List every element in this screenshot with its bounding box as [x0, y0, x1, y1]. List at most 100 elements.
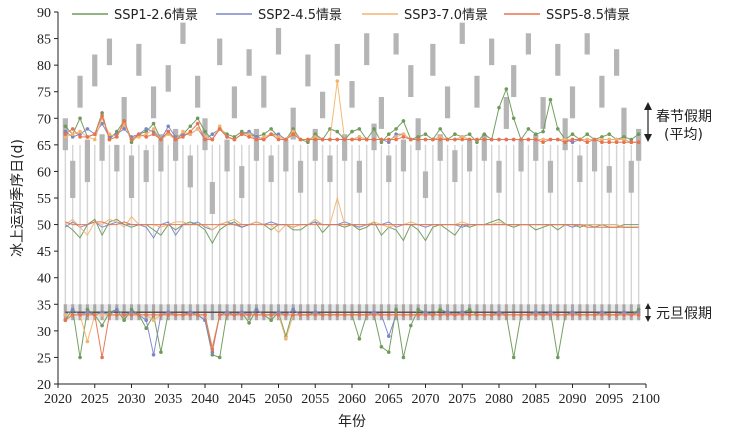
spring-festival-bar [114, 144, 120, 172]
spring-festival-bar [239, 166, 245, 198]
spring-festival-bar [202, 118, 208, 151]
spring-festival-bar [422, 171, 429, 198]
series-point [438, 135, 443, 139]
series-point [423, 313, 428, 317]
y-tick-label: 80 [37, 59, 51, 74]
series-point [166, 124, 171, 129]
series-point [556, 313, 560, 317]
spring-festival-bar [599, 75, 605, 108]
series-point [78, 355, 82, 360]
series-point [100, 323, 104, 328]
series-point [239, 313, 244, 317]
series-point [526, 313, 531, 317]
series-point [416, 135, 420, 139]
spring-festival-bar [217, 38, 223, 66]
series-point [570, 313, 575, 317]
series-point [548, 310, 553, 315]
series-point [350, 129, 354, 134]
y-tick-label: 55 [37, 192, 51, 207]
series-point [438, 307, 443, 312]
series-point [217, 355, 222, 360]
axes [54, 11, 647, 388]
x-tick-label: 2050 [265, 392, 293, 407]
series-point [269, 313, 273, 317]
series-point [129, 140, 134, 144]
series-point [379, 345, 384, 349]
series-point [423, 310, 428, 315]
series-point [254, 135, 259, 139]
spring-festival-bar [569, 86, 576, 119]
series-point [151, 318, 156, 323]
y-tick-label: 50 [37, 219, 51, 234]
series-point [460, 310, 465, 315]
series-point [467, 132, 472, 137]
series-point [166, 310, 171, 315]
series-point [629, 313, 634, 317]
y-tick-label: 70 [37, 112, 51, 127]
spring-festival-bar [364, 33, 370, 66]
series-point [291, 307, 296, 312]
series-point [438, 313, 443, 317]
series-point [262, 313, 266, 317]
legend-label: SSP3-7.0情景 [404, 8, 488, 23]
series-point [129, 307, 134, 312]
spring-festival-bar [261, 75, 267, 108]
series-point [276, 135, 281, 139]
series-point [386, 334, 391, 338]
series-point [137, 135, 141, 139]
series-point [181, 135, 185, 139]
spring-festival-bar [327, 155, 333, 183]
series-point [122, 127, 126, 131]
spring-festival-bar [121, 97, 127, 129]
spring-festival-bar [356, 160, 362, 193]
series-point [497, 310, 501, 315]
x-axis-title: 年份 [338, 414, 366, 430]
x-tick-label: 2100 [632, 392, 660, 407]
spring-festival-bar [636, 128, 642, 161]
series-point [63, 132, 68, 137]
spring-festival-bar [128, 155, 135, 198]
spring-festival-bar [334, 43, 340, 76]
series-point [144, 318, 148, 323]
series-point [607, 313, 612, 317]
spring-festival-bar [400, 139, 407, 172]
series-point [372, 137, 376, 142]
series-point [416, 307, 420, 312]
series-point [409, 313, 413, 317]
series-point [306, 140, 310, 144]
spring-festival-bar [106, 38, 113, 66]
series-point [144, 313, 148, 317]
series-point [166, 129, 171, 134]
series-point [335, 79, 340, 83]
series-point [357, 313, 362, 317]
x-tick-label: 2035 [154, 392, 182, 407]
series-point [239, 310, 244, 315]
series-point [394, 137, 398, 142]
series-point [578, 313, 582, 317]
series-point [100, 355, 104, 360]
y-tick-label: 30 [37, 325, 51, 340]
spring-festival-bar [408, 65, 414, 98]
series-point [144, 129, 148, 134]
series-point [262, 132, 266, 137]
series-point [320, 313, 325, 317]
series-point [519, 313, 523, 317]
series-point [291, 127, 296, 131]
y-tick-label: 75 [37, 86, 51, 101]
series-point [526, 127, 531, 131]
series-point [247, 129, 251, 134]
spring-festival-bar [430, 43, 436, 76]
series-point [100, 313, 104, 317]
spring-festival-bar [437, 134, 443, 161]
y-tick-label: 40 [37, 272, 51, 287]
series-point [379, 140, 384, 144]
spring-festival-bar [503, 97, 509, 129]
spring-festival-bar [518, 139, 524, 172]
series-point [291, 129, 296, 134]
legend-label: SSP1-2.6情景 [114, 8, 198, 23]
series-point [144, 135, 148, 139]
series-point [386, 137, 391, 142]
series-point [497, 105, 501, 110]
series-point [100, 310, 104, 315]
series-point [232, 313, 237, 317]
